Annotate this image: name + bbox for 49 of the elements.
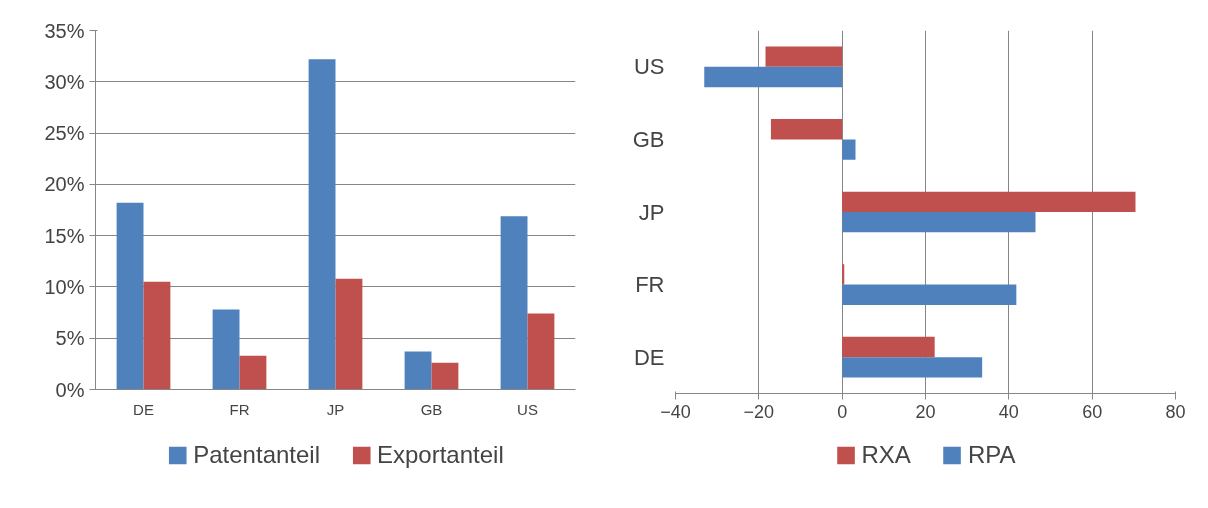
bar [842, 284, 1017, 305]
y-tick-label: 15% [44, 224, 85, 247]
bar [500, 216, 528, 390]
x-tick-label: 20 [915, 401, 936, 422]
bar [239, 355, 267, 390]
y-tick-label: 0% [55, 378, 85, 401]
legend-label: Exportanteil [377, 441, 504, 469]
bar [116, 202, 144, 390]
bar [704, 66, 843, 88]
x-tick-label: GB [420, 400, 443, 418]
y-tick-label: DE [633, 344, 665, 370]
legend-label: RPA [967, 441, 1016, 469]
bar [842, 191, 1136, 212]
y-tick-label: US [633, 54, 665, 80]
y-tick-label: 30% [44, 70, 85, 93]
bar [212, 309, 240, 390]
bar [842, 357, 983, 378]
y-tick-label: 25% [44, 122, 85, 145]
y-tick-label: 20% [44, 173, 85, 196]
bar [143, 281, 171, 390]
x-tick-label: US [517, 400, 538, 418]
x-tick-label: FR [229, 400, 250, 418]
x-tick-label: −40 [660, 401, 691, 422]
y-tick-label: FR [635, 272, 665, 298]
y-tick-label: 5% [55, 327, 85, 350]
bar [842, 336, 935, 358]
y-tick-label: JP [638, 199, 665, 225]
bar [765, 46, 843, 67]
x-tick-label: −20 [743, 401, 775, 422]
bar [770, 119, 843, 140]
bar [842, 139, 856, 160]
bar [527, 313, 555, 390]
bar [431, 362, 459, 390]
bar [404, 351, 432, 390]
bar [842, 212, 1036, 233]
legend-label: Patentanteil [193, 441, 321, 469]
bar [842, 264, 845, 285]
y-tick-label: 10% [44, 275, 85, 298]
x-tick-label: 80 [1165, 401, 1186, 422]
y-tick-label: GB [632, 126, 665, 152]
x-tick-label: 60 [1082, 401, 1103, 422]
x-tick-label: 40 [998, 401, 1019, 422]
bar [335, 278, 363, 390]
x-tick-label: DE [133, 400, 154, 418]
x-tick-label: 0 [837, 401, 848, 422]
bar [308, 59, 336, 390]
legend-label: RXA [861, 441, 911, 469]
y-tick-label: 35% [44, 19, 85, 42]
x-tick-label: JP [326, 400, 345, 418]
